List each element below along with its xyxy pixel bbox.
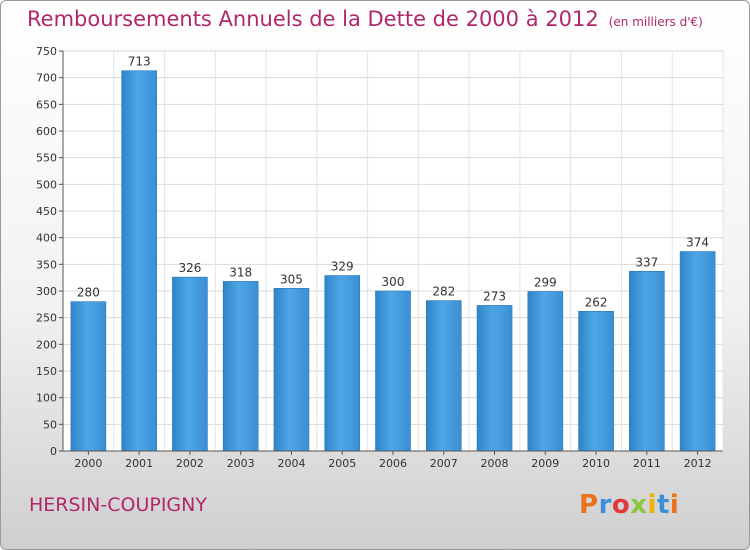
- bars-layer: 280 713 326 318 305 329 300 282 273 299 262 337 374: [70, 55, 716, 452]
- bar: [273, 288, 310, 452]
- bar-value-label: 326: [178, 261, 201, 275]
- x-tick-label: 2000: [74, 457, 102, 470]
- x-tick-label: 2012: [684, 457, 712, 470]
- bar-value-label: 374: [686, 236, 709, 250]
- bar: [172, 276, 208, 452]
- logo-letter: x: [630, 490, 648, 520]
- logo-letter: o: [611, 490, 631, 520]
- bar-value-label: 262: [585, 295, 608, 309]
- x-tick-label: 2007: [430, 457, 458, 470]
- x-tick-label: 2003: [227, 457, 255, 470]
- bar-value-label: 282: [432, 285, 455, 299]
- x-tick-label: 2011: [633, 457, 661, 470]
- y-tick-label: 350: [36, 258, 57, 271]
- bar: [222, 281, 259, 452]
- bar: [578, 310, 614, 452]
- y-tick-label: 100: [36, 392, 57, 405]
- y-tick-label: 450: [36, 205, 57, 218]
- y-tick-label: 400: [36, 232, 57, 245]
- y-tick-label: 200: [36, 338, 57, 351]
- y-tick-label: 650: [36, 98, 57, 111]
- bar: [121, 70, 157, 452]
- logo-letter: r: [598, 490, 612, 520]
- logo-letter: i: [669, 490, 680, 520]
- logo-letter: t: [656, 490, 670, 520]
- x-tick-label: 2004: [277, 457, 305, 470]
- x-tick-label: 2010: [582, 457, 610, 470]
- bar: [476, 305, 513, 452]
- y-tick-label: 0: [50, 445, 57, 458]
- bar-value-label: 300: [382, 275, 405, 289]
- bar-value-label: 318: [229, 265, 252, 279]
- logo-letter: i: [647, 490, 657, 520]
- y-tick-label: 500: [36, 178, 57, 191]
- city-name: HERSIN-COUPIGNY: [29, 494, 207, 516]
- title-text: Remboursements Annuels de la Dette de 20…: [27, 7, 599, 31]
- y-tick-label: 150: [36, 365, 57, 378]
- x-tick-label: 2001: [125, 457, 153, 470]
- bar: [629, 270, 665, 452]
- bar: [324, 275, 361, 452]
- bar-value-label: 713: [128, 55, 151, 69]
- bar: [375, 290, 411, 452]
- x-tick-label: 2002: [176, 457, 204, 470]
- bar-value-label: 305: [280, 272, 303, 286]
- x-tick-label: 2009: [531, 457, 559, 470]
- bar-value-label: 273: [483, 289, 506, 303]
- bar-value-label: 337: [635, 255, 658, 269]
- y-tick-label: 700: [36, 72, 57, 85]
- bar: [527, 291, 564, 452]
- proxiti-logo: Proxiti: [579, 490, 679, 520]
- bar: [70, 301, 107, 452]
- bar-value-label: 329: [331, 260, 354, 274]
- bar: [425, 300, 462, 452]
- y-tick-label: 750: [36, 45, 57, 58]
- bar-value-label: 280: [77, 286, 100, 300]
- logo-letter: P: [579, 490, 599, 520]
- title-unit: (en milliers d'€): [608, 15, 703, 29]
- chart-title: Remboursements Annuels de la Dette de 20…: [27, 7, 703, 31]
- bar: [679, 251, 716, 452]
- y-tick-label: 250: [36, 312, 57, 325]
- x-tick-label: 2005: [328, 457, 356, 470]
- x-tick-label: 2008: [481, 457, 509, 470]
- axis-layer: 0 50 100 150 200 250 300 350 400 450 500 550 600 650 7…: [36, 45, 723, 470]
- y-tick-label: 600: [36, 125, 57, 138]
- x-tick-label: 2006: [379, 457, 407, 470]
- bar-value-label: 299: [534, 276, 557, 290]
- y-tick-label: 300: [36, 285, 57, 298]
- y-tick-label: 50: [43, 418, 57, 431]
- y-tick-label: 550: [36, 152, 57, 165]
